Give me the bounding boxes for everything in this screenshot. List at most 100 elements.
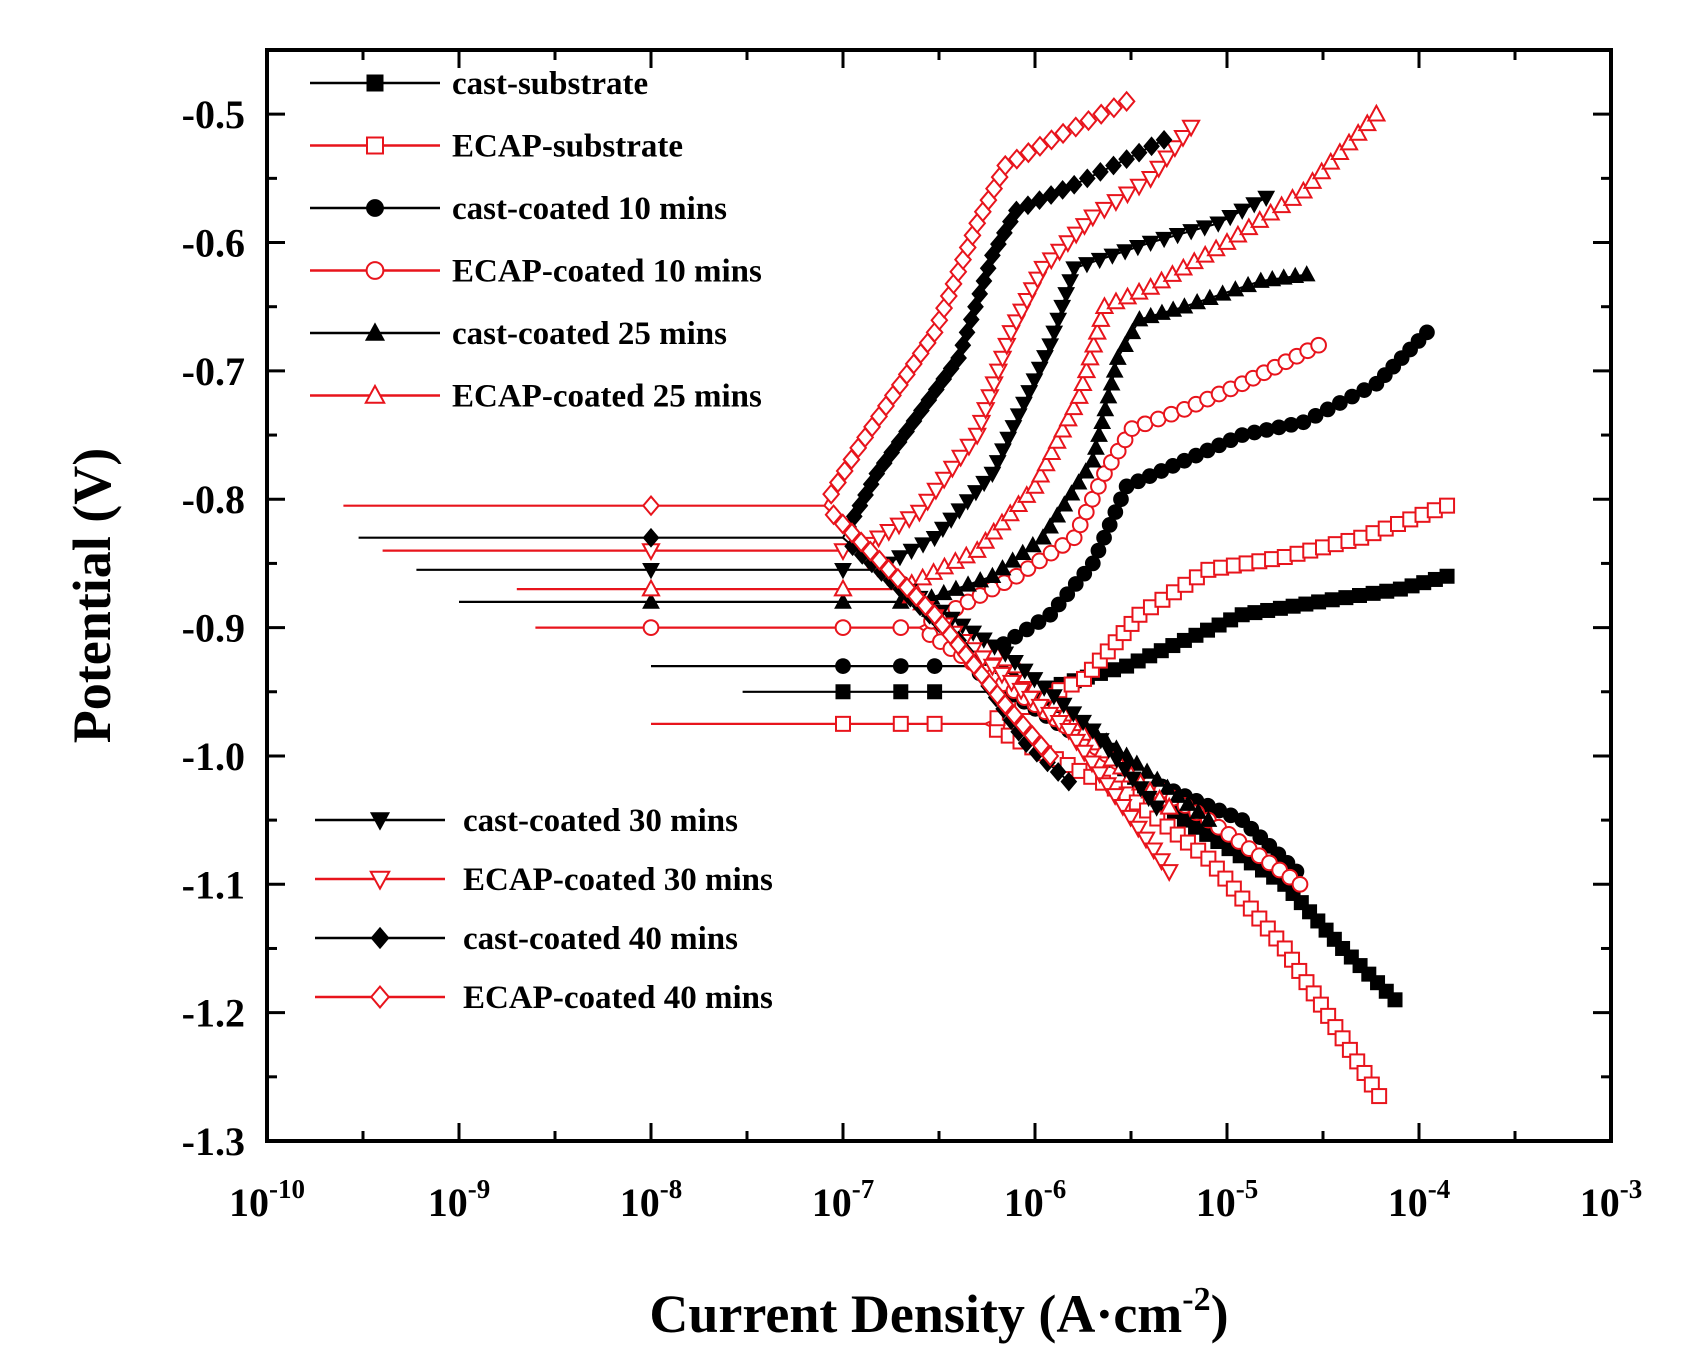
circle-marker: [1031, 552, 1048, 570]
circle-marker: [1019, 560, 1037, 577]
diamond-marker: [1065, 174, 1083, 195]
triangle-up-marker: [1048, 506, 1067, 523]
triangle-down-marker: [1233, 203, 1252, 220]
circle-marker: [1030, 614, 1047, 630]
triangle-down-marker: [1074, 714, 1092, 732]
triangle-up-marker: [983, 521, 1004, 540]
diamond-marker: [971, 283, 989, 304]
triangle-up-marker: [971, 571, 990, 588]
triangle-up-marker: [1047, 430, 1067, 449]
triangle-up-marker: [1188, 292, 1207, 310]
triangle-down-marker: [967, 427, 987, 446]
diamond-marker: [916, 595, 935, 617]
triangle-down-marker: [1030, 361, 1049, 378]
triangle-up-marker: [1055, 495, 1074, 512]
triangle-down-marker: [1157, 150, 1177, 169]
legend-entry: cast-coated 25 mins: [310, 316, 727, 352]
circle-marker: [1090, 542, 1107, 559]
triangle-down-marker: [984, 376, 1004, 395]
y-axis-title: Potential (V): [62, 448, 122, 743]
diamond-marker: [1030, 135, 1049, 157]
triangle-up-marker: [992, 512, 1012, 531]
triangle-up-marker: [1168, 786, 1187, 803]
legend-entry: ECAP-coated 25 mins: [310, 379, 762, 415]
diamond-marker: [1105, 155, 1122, 176]
diamond-marker: [962, 309, 980, 330]
triangle-up-marker: [1213, 284, 1232, 301]
triangle-up-marker: [934, 583, 953, 601]
diamond-marker: [927, 379, 945, 400]
triangle-down-marker: [1066, 226, 1086, 245]
square-marker: [927, 684, 943, 700]
circle-marker: [1008, 567, 1025, 585]
triangle-down-marker: [934, 471, 954, 490]
triangle-up-marker: [1062, 484, 1081, 501]
triangle-up-marker: [1138, 762, 1156, 779]
triangle-up-marker: [1096, 399, 1115, 417]
triangle-up-marker: [1179, 794, 1197, 811]
square-marker: [1439, 568, 1455, 584]
triangle-down-marker: [1099, 742, 1118, 759]
triangle-down-marker: [1059, 722, 1079, 741]
diamond-marker: [870, 549, 889, 571]
triangle-up-marker: [1083, 451, 1102, 468]
triangle-up-marker: [1321, 151, 1341, 170]
triangle-down-marker: [642, 563, 660, 580]
diamond-marker: [920, 390, 938, 410]
triangle-down-marker: [942, 460, 963, 479]
triangle-down-marker: [1131, 781, 1150, 798]
square-marker: [1311, 594, 1327, 610]
triangle-down-marker: [1257, 190, 1276, 208]
triangle-up-marker: [967, 540, 987, 558]
y-tick-label: -0.7: [182, 349, 245, 394]
triangle-up-marker: [1116, 335, 1134, 353]
legend-entry: cast-coated 40 mins: [315, 921, 738, 957]
legend-entry: ECAP-coated 10 mins: [310, 254, 762, 290]
triangle-down-marker: [1107, 752, 1126, 769]
x-tick-label: 10-9: [428, 1174, 491, 1225]
square-marker: [926, 715, 943, 732]
triangle-down-marker: [879, 524, 899, 542]
y-tick-label: -1.0: [182, 734, 245, 779]
circle-marker: [1295, 414, 1312, 431]
x-tick-label: 10-6: [1004, 1174, 1067, 1225]
x-tick-label: 10-8: [620, 1174, 683, 1225]
triangle-down-marker: [1009, 408, 1028, 425]
triangle-down-marker: [891, 550, 909, 567]
triangle-down-marker: [1097, 777, 1118, 796]
circle-marker: [1050, 596, 1067, 613]
diamond-marker: [888, 567, 907, 590]
triangle-up-marker: [1091, 309, 1111, 327]
circle-marker: [1344, 388, 1360, 405]
diamond-marker: [1041, 745, 1060, 767]
triangle-down-marker: [988, 455, 1007, 472]
diamond-marker: [898, 421, 915, 442]
triangle-down-marker: [1120, 809, 1141, 828]
diamond-marker: [975, 271, 993, 291]
triangle-up-marker: [1189, 802, 1208, 819]
circle-marker: [1310, 336, 1327, 354]
triangle-up-marker: [1339, 132, 1359, 151]
circle-marker: [1419, 324, 1435, 341]
triangle-up-marker: [1073, 373, 1093, 392]
triangle-down-marker: [988, 363, 1009, 382]
triangle-down-marker: [834, 563, 852, 580]
triangle-up-marker: [1076, 462, 1095, 479]
circle-marker: [642, 619, 660, 636]
legend-label: ECAP-coated 25 mins: [452, 379, 762, 415]
triangle-up-marker: [1076, 360, 1097, 379]
legend-label: cast-coated 25 mins: [452, 316, 727, 352]
triangle-up-marker: [834, 592, 852, 609]
diamond-marker: [898, 576, 917, 599]
diamond-marker: [868, 463, 886, 484]
triangle-down-marker: [1209, 216, 1228, 233]
diamond-marker: [833, 513, 852, 535]
square-marker: [1379, 583, 1395, 599]
legend-label: cast-coated 30 mins: [463, 803, 738, 839]
circle-marker: [1307, 407, 1324, 424]
y-tick-label: -0.6: [182, 221, 245, 266]
triangle-up-marker: [1200, 288, 1219, 305]
legend-entry: cast-coated 10 mins: [310, 191, 727, 227]
triangle-up-marker: [1093, 412, 1112, 430]
